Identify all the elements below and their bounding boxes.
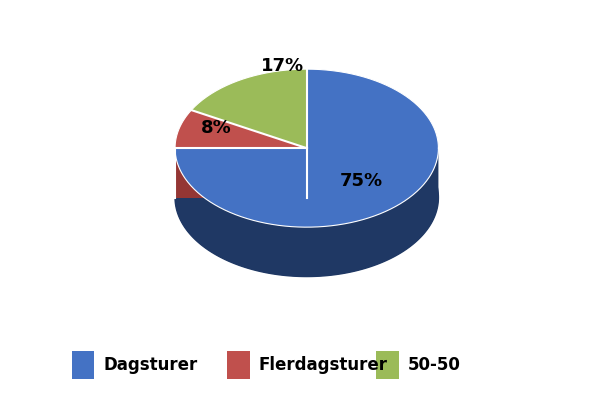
Text: 17%: 17% (260, 57, 304, 75)
Polygon shape (175, 148, 438, 277)
Text: Flerdagsturer: Flerdagsturer (259, 356, 387, 374)
Bar (72, 351, 94, 379)
Text: 8%: 8% (201, 119, 232, 137)
Polygon shape (175, 148, 307, 198)
Polygon shape (191, 69, 307, 148)
Bar (376, 351, 399, 379)
Text: Dagsturer: Dagsturer (103, 356, 198, 374)
Polygon shape (175, 110, 307, 148)
Text: 75%: 75% (340, 172, 383, 190)
Text: 50-50: 50-50 (408, 356, 461, 374)
Bar (227, 351, 250, 379)
Polygon shape (175, 119, 438, 277)
Polygon shape (175, 148, 307, 198)
Polygon shape (175, 69, 438, 227)
